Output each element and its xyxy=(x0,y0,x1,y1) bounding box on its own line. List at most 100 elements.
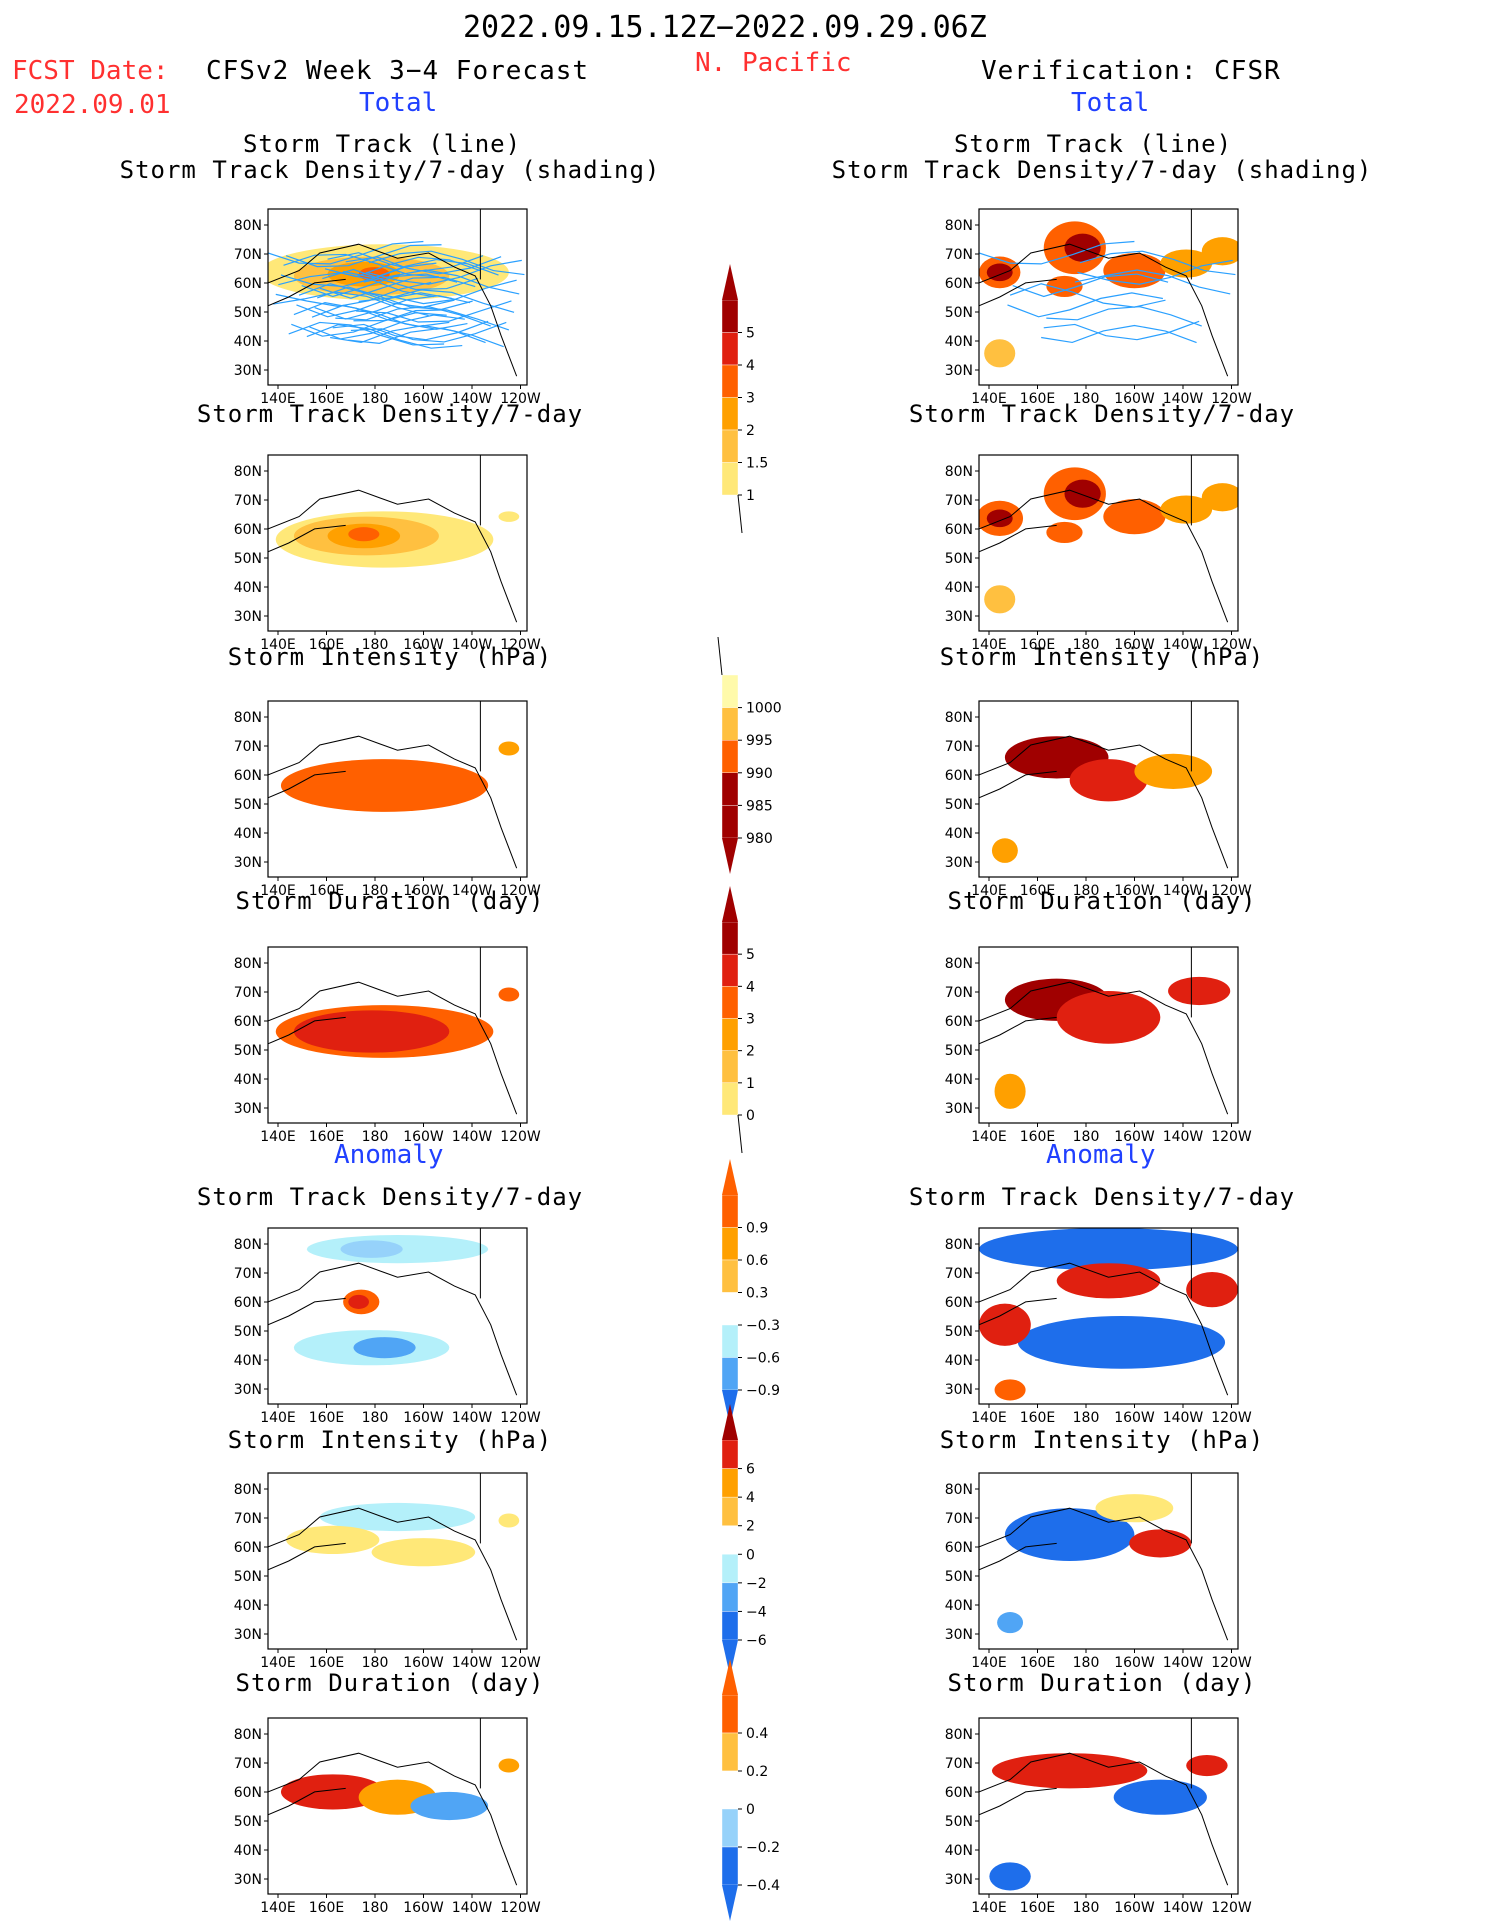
lon-label: 160W xyxy=(1114,883,1155,899)
shading-blob xyxy=(1046,521,1083,543)
lat-label: 40N xyxy=(945,1072,973,1088)
colorbar-swatch xyxy=(721,1439,739,1469)
panel-frame xyxy=(978,454,1239,632)
shading-blob xyxy=(1186,1754,1228,1777)
lon-label: 140E xyxy=(260,1900,296,1916)
lon-label: 160W xyxy=(403,637,444,653)
verification-duration-title: Storm Duration (day) xyxy=(947,887,1257,915)
lon-label: 140E xyxy=(260,1129,296,1145)
lon-label: 160W xyxy=(1114,1410,1155,1426)
lon-label: 140W xyxy=(452,637,493,653)
coastline xyxy=(268,1262,518,1396)
lat-label: 50N xyxy=(234,551,262,567)
lat-label: 30N xyxy=(234,855,262,871)
lon-label: 160E xyxy=(309,1900,345,1916)
coastline xyxy=(979,243,1229,377)
lat-label: 40N xyxy=(234,580,262,596)
lat-label: 40N xyxy=(234,1598,262,1614)
shading-blob xyxy=(1186,1272,1238,1308)
lat-label: 70N xyxy=(945,247,973,263)
lat-label: 80N xyxy=(234,464,262,480)
lat-label: 40N xyxy=(234,334,262,350)
lat-label: 70N xyxy=(945,1266,973,1282)
verification-anom-density-title: Storm Track Density/7-day xyxy=(908,1183,1296,1211)
lat-label: 30N xyxy=(945,1872,973,1888)
lat-label: 40N xyxy=(945,1598,973,1614)
lat-label: 30N xyxy=(234,1101,262,1117)
lon-label: 120W xyxy=(1211,391,1252,407)
lon-label: 160E xyxy=(1020,1900,1056,1916)
panel-frame xyxy=(978,1472,1239,1650)
shading-blob xyxy=(979,1303,1031,1346)
lon-label: 160E xyxy=(1020,1129,1056,1145)
lon-label: 160E xyxy=(309,1129,345,1145)
storm-track-line xyxy=(309,314,465,340)
colorbar-swatch xyxy=(721,1259,739,1293)
lat-label: 70N xyxy=(945,739,973,755)
verification-title: Verification: CFSR xyxy=(981,56,1281,86)
colorbar-swatch xyxy=(721,1554,739,1584)
colorbar-label: −0.3 xyxy=(746,1318,780,1334)
lat-label: 60N xyxy=(234,1785,262,1801)
shading-blob xyxy=(1103,498,1166,535)
forecast-anom-intensity-title: Storm Intensity (hPa) xyxy=(227,1426,553,1454)
lon-label: 180 xyxy=(362,1129,389,1145)
colorbar-swatch xyxy=(721,1808,739,1848)
shading-blob xyxy=(997,1612,1024,1634)
lat-label: 40N xyxy=(945,826,973,842)
shading-blob xyxy=(984,339,1016,368)
panel-frame xyxy=(978,1227,1239,1405)
colorbar-swatch xyxy=(721,674,739,708)
lat-label: 80N xyxy=(234,1237,262,1253)
lon-label: 120W xyxy=(1211,883,1252,899)
lat-label: 80N xyxy=(945,1727,973,1743)
lon-label: 180 xyxy=(362,637,389,653)
lat-label: 30N xyxy=(945,609,973,625)
lon-label: 160W xyxy=(403,883,444,899)
lon-label: 140E xyxy=(260,1410,296,1426)
storm-track-line xyxy=(350,321,507,343)
colorbar-tail-bottom xyxy=(737,1114,743,1154)
shading-blob xyxy=(1069,759,1148,802)
storm-track-line xyxy=(366,259,522,285)
colorbar-label: 990 xyxy=(746,766,773,782)
shading-blob xyxy=(1056,1263,1161,1299)
storm-track-line xyxy=(348,327,504,348)
coastline xyxy=(268,489,518,623)
lat-label: 70N xyxy=(234,1266,262,1282)
shading-blob xyxy=(994,1379,1026,1401)
coastline xyxy=(268,243,518,377)
lon-label: 140W xyxy=(1163,883,1204,899)
lon-label: 120W xyxy=(500,1410,541,1426)
shading-blob xyxy=(1017,1316,1226,1369)
lat-label: 80N xyxy=(234,1727,262,1743)
colorbar-arrow-top xyxy=(722,1159,738,1195)
storm-track-line xyxy=(1077,259,1233,285)
forecast-panel-1: 80N 70N 60N 50N 40N 30N 140E 160E 180 160W 140W 120… xyxy=(234,454,541,653)
shading-blob xyxy=(410,1791,489,1821)
colorbar-swatch xyxy=(721,462,739,496)
shading-blob xyxy=(994,1073,1026,1109)
shading-blob xyxy=(498,511,520,522)
lon-label: 160W xyxy=(403,1410,444,1426)
colorbar-label: 2 xyxy=(746,1044,755,1060)
panel-frame xyxy=(267,208,528,386)
colorbar-intensity-total: 1000 995 990 985 980 xyxy=(717,636,782,874)
colorbar-label: −4 xyxy=(746,1604,767,1620)
storm-track-line xyxy=(273,291,429,317)
storm-track-line xyxy=(1041,324,1197,344)
forecast-panel-5: 80N 70N 60N 50N 40N 30N 140E 160E 180 160W 140W 120… xyxy=(234,1472,541,1671)
colorbar-label: 1.5 xyxy=(746,456,768,472)
colorbar-swatch xyxy=(721,1694,739,1734)
lon-label: 140W xyxy=(1163,637,1204,653)
colorbar-label: 0.9 xyxy=(746,1221,768,1237)
forecast-anomaly-label: Anomaly xyxy=(334,1140,444,1170)
colorbar-density-anom: 0.9 0.6 0.3 −0.3 −0.6 −0.9 xyxy=(721,1159,780,1426)
lat-label: 50N xyxy=(234,305,262,321)
coastline xyxy=(268,1752,518,1886)
verification-anom-duration-title: Storm Duration (day) xyxy=(947,1669,1257,1697)
lat-label: 30N xyxy=(234,1872,262,1888)
lon-label: 140W xyxy=(1163,1900,1204,1916)
forecast-total-label: Total xyxy=(359,88,438,118)
colorbar-label: 2 xyxy=(746,423,755,439)
